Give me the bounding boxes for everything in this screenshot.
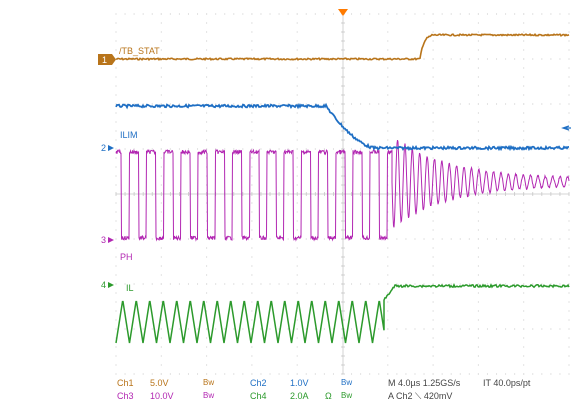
ch3-ground-marker: 3 <box>101 235 106 245</box>
ch4-label: IL <box>126 283 134 293</box>
svg-text:1: 1 <box>102 55 107 65</box>
ch3-scale: 10.0V <box>150 391 174 401</box>
ch4-marker-arrow-icon <box>108 282 114 288</box>
ch4-il-waveform <box>115 283 570 344</box>
ch3-marker-arrow-icon <box>108 237 114 243</box>
trigger-position-marker <box>338 9 348 16</box>
trigger-readout: A Ch2 ⟍ 420mV <box>388 391 453 401</box>
ch2-label: ILIM <box>120 130 138 140</box>
ch2-name: Ch2 <box>250 378 267 388</box>
ch1-bandwidth-icon: Bw <box>203 378 215 387</box>
ch1-tb-stat-waveform <box>115 33 570 62</box>
interpolation-readout: IT 40.0ps/pt <box>483 378 531 388</box>
ch2-bandwidth-icon: Bw <box>341 378 353 387</box>
ch3-name: Ch3 <box>117 391 134 401</box>
ch1-ground-marker: 1 <box>98 54 116 65</box>
timebase-readout: M 4.0µs 1.25GS/s <box>388 378 461 388</box>
trigger-level-icon <box>561 125 571 131</box>
ch2-ground-marker: 2 <box>101 143 106 153</box>
ch1-scale: 5.0V <box>150 378 169 388</box>
ch4-ground-marker: 4 <box>101 280 106 290</box>
ch4-bandwidth-icon: Bw <box>341 391 353 400</box>
ch3-ph-waveform <box>115 139 570 242</box>
ch4-ohm-icon: Ω <box>325 391 332 401</box>
ch1-name: Ch1 <box>117 378 134 388</box>
ch3-label: PH <box>120 252 133 262</box>
ch2-scale: 1.0V <box>290 378 309 388</box>
ch4-scale: 2.0A <box>290 391 309 401</box>
ch4-name: Ch4 <box>250 391 267 401</box>
ch1-label: /TB_STAT <box>119 46 160 56</box>
ch2-ilim-waveform <box>115 102 570 152</box>
ch3-bandwidth-icon: Bw <box>203 391 215 400</box>
ch2-marker-arrow-icon <box>108 145 114 151</box>
